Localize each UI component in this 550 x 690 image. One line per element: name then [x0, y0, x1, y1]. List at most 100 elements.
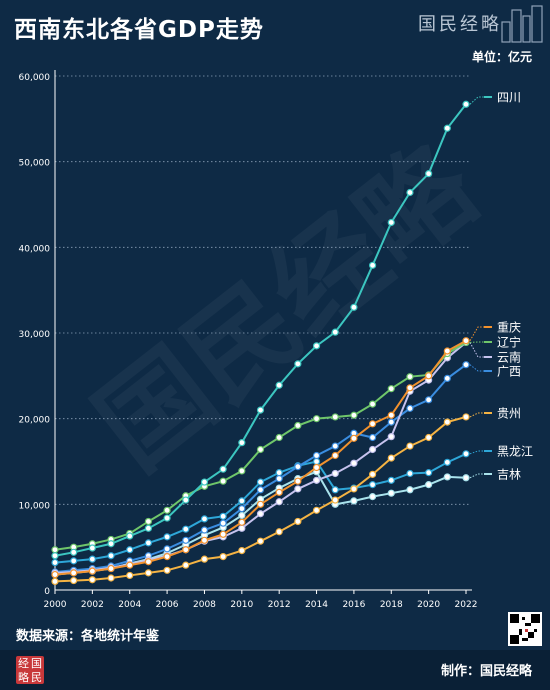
y-tick-label: 40,000: [19, 244, 51, 254]
data-point: [312, 457, 321, 466]
data-point: [368, 261, 377, 269]
data-point: [294, 517, 302, 526]
data-point: [425, 469, 433, 477]
data-point: [443, 124, 451, 132]
y-tick-label: 0: [44, 587, 50, 597]
x-tick-label: 2006: [156, 600, 179, 610]
data-point: [70, 557, 78, 565]
y-tick-label: 60,000: [19, 73, 51, 83]
data-point: [350, 411, 358, 419]
data-source: 数据来源：各地统计年鉴: [16, 629, 160, 644]
data-point: [200, 536, 209, 544]
data-point: [144, 558, 153, 566]
gdp-line-chart: 0 10,000 20,000 30,000 40,000 50,000 60,000 200…: [19, 70, 533, 610]
data-point: [462, 361, 470, 369]
data-point: [406, 384, 414, 392]
data-point: [126, 571, 134, 580]
data-point: [387, 218, 395, 227]
data-point: [312, 451, 321, 460]
data-point: [331, 413, 339, 421]
data-point: [126, 546, 134, 554]
data-point: [406, 373, 414, 381]
x-tick-label: 2016: [342, 600, 365, 610]
data-point: [331, 442, 339, 450]
data-point: [331, 469, 339, 478]
page-title: 西南东北各省GDP走势: [14, 17, 264, 43]
data-point: [350, 497, 358, 505]
data-point: [51, 570, 59, 579]
data-point: [51, 577, 59, 586]
data-point: [182, 561, 190, 569]
y-tick-label: 50,000: [19, 159, 51, 169]
data-point: [387, 454, 395, 462]
data-point: [182, 546, 190, 554]
data-point: [350, 485, 358, 493]
data-point: [256, 406, 265, 414]
data-point: [331, 328, 339, 336]
data-point: [126, 532, 134, 540]
legend-label: 广西: [497, 365, 521, 379]
legend-label: 云南: [497, 350, 521, 365]
series-贵州: [51, 413, 470, 586]
data-point: [387, 476, 395, 484]
series-四川: [51, 100, 470, 560]
data-point: [219, 552, 227, 561]
data-point: [238, 511, 246, 520]
data-point: [238, 439, 246, 447]
data-point: [219, 477, 227, 485]
data-point: [200, 526, 209, 534]
data-point: [368, 420, 377, 428]
data-point: [238, 546, 246, 555]
data-point: [256, 445, 265, 454]
unit-label: 单位：亿元: [471, 50, 532, 64]
data-point: [51, 546, 59, 554]
series-重庆: [51, 337, 470, 579]
seal-logo: 经国略民: [16, 656, 44, 684]
legend-label: 吉林: [497, 468, 521, 482]
data-point: [462, 474, 470, 482]
data-point: [294, 477, 302, 485]
data-point: [312, 463, 321, 472]
data-point: [312, 476, 321, 484]
data-point: [387, 433, 395, 441]
qr-code[interactable]: [508, 612, 542, 646]
data-point: [462, 450, 470, 458]
series-line: [54, 452, 467, 564]
data-point: [256, 537, 265, 545]
x-tick-label: 2004: [118, 600, 141, 610]
data-point: [387, 385, 395, 393]
y-tick-label: 10,000: [19, 501, 51, 511]
data-point: [275, 433, 283, 442]
data-point: [238, 497, 246, 505]
data-point: [387, 411, 395, 419]
legend-label: 四川: [497, 91, 521, 105]
data-point: [219, 519, 227, 527]
data-point: [144, 539, 153, 547]
data-point: [275, 528, 283, 536]
data-point: [182, 496, 190, 504]
legend-leader: [469, 450, 486, 455]
x-tick-label: 2000: [44, 600, 67, 610]
data-point: [406, 188, 414, 197]
data-point: [51, 558, 59, 567]
data-point: [275, 475, 283, 483]
x-tick-label: 2014: [305, 600, 328, 610]
legend-leader: [469, 364, 486, 372]
data-point: [406, 486, 414, 494]
data-point: [275, 381, 283, 389]
data-point: [350, 303, 358, 311]
series-layer: [51, 100, 470, 586]
data-point: [107, 564, 115, 573]
data-point: [294, 421, 302, 430]
footer-bar: [0, 650, 550, 690]
data-point: [88, 567, 96, 575]
data-point: [163, 552, 171, 561]
data-point: [182, 536, 190, 544]
data-point: [200, 515, 209, 523]
data-point: [126, 561, 134, 569]
legend-label: 辽宁: [497, 335, 521, 350]
data-point: [88, 555, 96, 563]
data-point: [88, 544, 96, 552]
data-point: [238, 524, 246, 532]
data-point: [443, 418, 451, 426]
